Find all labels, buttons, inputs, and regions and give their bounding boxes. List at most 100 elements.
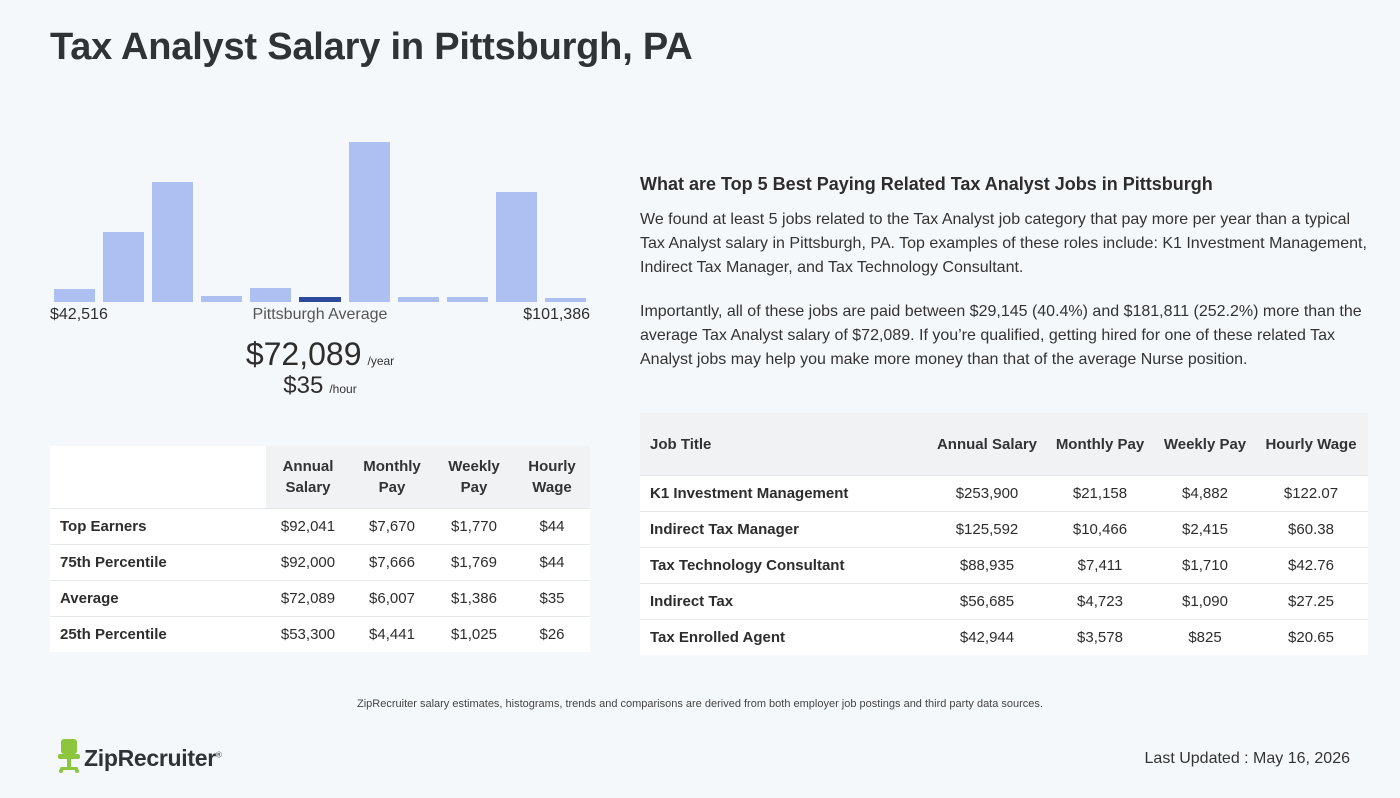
histogram-bar — [250, 288, 292, 302]
histogram-bar — [54, 289, 96, 302]
weekly-pay-cell: $4,882 — [1156, 475, 1254, 512]
average-annual-unit: /year — [367, 354, 395, 368]
histogram-min-label: $42,516 — [50, 306, 108, 323]
monthly-pay-cell: $7,666 — [350, 544, 434, 581]
brand-name-text: ZipRecruiter — [84, 744, 216, 771]
annual-salary-cell: $53,300 — [266, 616, 350, 652]
salary-histogram — [50, 140, 590, 302]
histogram-bar — [446, 297, 488, 302]
histogram-max-label: $101,386 — [523, 306, 590, 323]
related-jobs-intro-paragraph: We found at least 5 jobs related to the … — [640, 211, 1367, 276]
table-header-monthly-pay: Monthly Pay — [350, 446, 434, 509]
table-header-hourly-wage: Hourly Wage — [514, 446, 590, 509]
average-annual-value: $72,089 — [245, 336, 362, 372]
table-header-blank — [50, 446, 266, 509]
weekly-pay-cell: $1,710 — [1156, 547, 1254, 584]
weekly-pay-cell: $1,090 — [1156, 583, 1254, 620]
chair-logo-icon — [58, 738, 80, 778]
annual-salary-cell: $92,041 — [266, 508, 350, 545]
table-header-hourly-wage: Hourly Wage — [1254, 413, 1368, 476]
row-label: Average — [50, 580, 266, 617]
monthly-pay-cell: $4,723 — [1044, 583, 1156, 620]
histogram-bar — [348, 142, 390, 302]
monthly-pay-cell: $4,441 — [350, 616, 434, 652]
annual-salary-cell: $253,900 — [930, 475, 1044, 512]
row-label: 25th Percentile — [50, 616, 266, 652]
monthly-pay-cell: $6,007 — [350, 580, 434, 617]
histogram-bar-average — [299, 297, 341, 302]
weekly-pay-cell: $825 — [1156, 619, 1254, 655]
page-title: Tax Analyst Salary in Pittsburgh, PA — [50, 26, 693, 68]
average-hourly-unit: /hour — [329, 382, 357, 396]
table-row: 75th Percentile $92,000 $7,666 $1,769 $4… — [50, 544, 590, 581]
table-row: Average $72,089 $6,007 $1,386 $35 — [50, 580, 590, 617]
table-row: Tax Enrolled Agent $42,944 $3,578 $825 $… — [640, 619, 1368, 655]
table-header-weekly-pay: Weekly Pay — [1156, 413, 1254, 476]
histogram-bar — [152, 182, 194, 302]
table-row: Indirect Tax $56,685 $4,723 $1,090 $27.2… — [640, 583, 1368, 620]
job-title-cell: Indirect Tax — [640, 583, 930, 620]
table-header-monthly-pay: Monthly Pay — [1044, 413, 1156, 476]
hourly-wage-cell: $27.25 — [1254, 583, 1368, 620]
data-source-disclaimer: ZipRecruiter salary estimates, histogram… — [357, 698, 1043, 710]
job-title-cell: K1 Investment Management — [640, 475, 930, 512]
table-row: K1 Investment Management $253,900 $21,15… — [640, 475, 1368, 512]
weekly-pay-cell: $2,415 — [1156, 511, 1254, 548]
table-header-row: Annual Salary Monthly Pay Weekly Pay Hou… — [50, 446, 590, 509]
annual-salary-cell: $88,935 — [930, 547, 1044, 584]
hourly-wage-cell: $20.65 — [1254, 619, 1368, 655]
table-header-row: Job Title Annual Salary Monthly Pay Week… — [640, 413, 1368, 476]
table-header-weekly-pay: Weekly Pay — [434, 446, 514, 509]
table-header-job-title: Job Title — [640, 413, 930, 476]
table-row: Top Earners $92,041 $7,670 $1,770 $44 — [50, 508, 590, 545]
average-hourly-wage: $35/hour — [50, 372, 590, 400]
annual-salary-cell: $72,089 — [266, 580, 350, 617]
job-title-cell: Tax Technology Consultant — [640, 547, 930, 584]
hourly-wage-cell: $44 — [514, 508, 590, 545]
hourly-wage-cell: $44 — [514, 544, 590, 581]
weekly-pay-cell: $1,386 — [434, 580, 514, 617]
job-title-cell: Tax Enrolled Agent — [640, 619, 930, 655]
job-title-cell: Indirect Tax Manager — [640, 511, 930, 548]
monthly-pay-cell: $10,466 — [1044, 511, 1156, 548]
percentile-salary-table: Annual Salary Monthly Pay Weekly Pay Hou… — [50, 446, 590, 652]
table-header-annual-salary: Annual Salary — [930, 413, 1044, 476]
related-jobs-heading: What are Top 5 Best Paying Related Tax A… — [640, 174, 1213, 194]
annual-salary-cell: $125,592 — [930, 511, 1044, 548]
hourly-wage-cell: $26 — [514, 616, 590, 652]
weekly-pay-cell: $1,025 — [434, 616, 514, 652]
annual-salary-cell: $42,944 — [930, 619, 1044, 655]
ziprecruiter-logo[interactable]: ZipRecruiter® — [58, 738, 222, 778]
average-hourly-value: $35 — [283, 372, 324, 399]
average-annual-salary: $72,089/year — [50, 336, 590, 373]
histogram-axis-labels: $42,516 Pittsburgh Average $101,386 — [50, 306, 590, 328]
row-label: 75th Percentile — [50, 544, 266, 581]
table-row: 25th Percentile $53,300 $4,441 $1,025 $2… — [50, 616, 590, 652]
monthly-pay-cell: $7,670 — [350, 508, 434, 545]
hourly-wage-cell: $60.38 — [1254, 511, 1368, 548]
hourly-wage-cell: $35 — [514, 580, 590, 617]
histogram-average-label: Pittsburgh Average — [252, 306, 388, 323]
monthly-pay-cell: $21,158 — [1044, 475, 1156, 512]
histogram-bar — [103, 232, 145, 302]
weekly-pay-cell: $1,769 — [434, 544, 514, 581]
related-jobs-pay-paragraph: Importantly, all of these jobs are paid … — [640, 303, 1362, 368]
brand-name: ZipRecruiter® — [84, 744, 222, 771]
annual-salary-cell: $92,000 — [266, 544, 350, 581]
last-updated: Last Updated : May 16, 2026 — [1144, 750, 1350, 767]
weekly-pay-cell: $1,770 — [434, 508, 514, 545]
related-jobs-table: Job Title Annual Salary Monthly Pay Week… — [640, 413, 1368, 655]
histogram-bar — [397, 297, 439, 302]
hourly-wage-cell: $122.07 — [1254, 475, 1368, 512]
row-label: Top Earners — [50, 508, 266, 545]
histogram-bar — [544, 298, 586, 302]
hourly-wage-cell: $42.76 — [1254, 547, 1368, 584]
table-row: Tax Technology Consultant $88,935 $7,411… — [640, 547, 1368, 584]
table-row: Indirect Tax Manager $125,592 $10,466 $2… — [640, 511, 1368, 548]
histogram-bar — [495, 192, 537, 302]
monthly-pay-cell: $3,578 — [1044, 619, 1156, 655]
annual-salary-cell: $56,685 — [930, 583, 1044, 620]
monthly-pay-cell: $7,411 — [1044, 547, 1156, 584]
table-header-annual-salary: Annual Salary — [266, 446, 350, 509]
histogram-bar — [201, 296, 243, 302]
